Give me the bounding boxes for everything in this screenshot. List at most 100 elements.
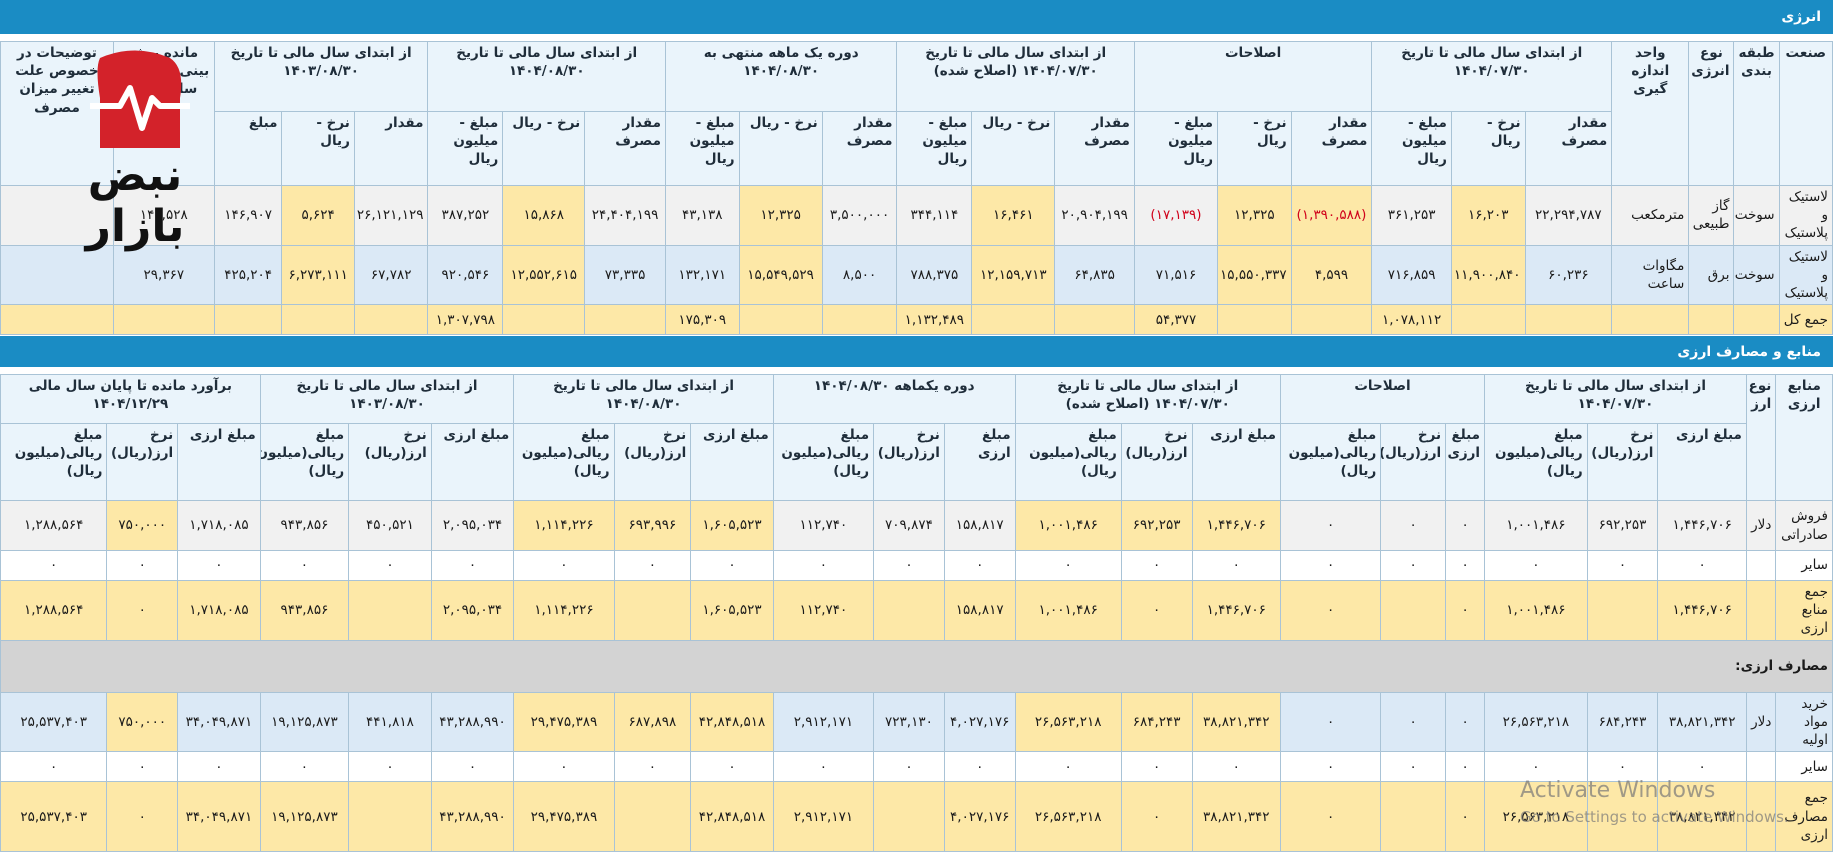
group-header: دوره یک ماهه منتهی به ۱۴۰۴/۰۸/۳۰ [664,41,898,112]
cell: ۳۸,۸۲۱,۳۴۲ [1657,691,1747,753]
cell: ۰ [1120,781,1193,852]
cell: ۱۵۸,۸۱۷ [943,580,1016,641]
cell: ۰ [1445,691,1486,753]
empty-cell [281,304,355,336]
column-header: مبلغ ریالی(میلیون ریال) [1014,423,1122,501]
cell: ۲۶,۵۶۳,۲۱۸ [1484,691,1588,753]
group-header: از ابتدای سال مالی تا تاریخ ۱۴۰۴/۰۸/۳۰ [427,41,666,112]
cell: ۲,۹۱۲,۱۷۱ [772,781,875,852]
cell: ۷۵۰,۰۰۰ [106,691,179,753]
cell: فروش صادراتی [1775,500,1833,551]
cell: ۰ [0,550,108,581]
column-header: نوع انرژی [1688,41,1735,186]
column-header: مبلغ ارزی [1657,423,1747,501]
column-header: طبقه بندی [1733,41,1780,186]
cell: ۰ [1191,550,1281,581]
cell: ۲۰,۹۰۴,۱۹۹ [1054,185,1135,246]
cell: ۶۸۷,۸۹۸ [613,691,692,753]
section-title: انرژی [1781,9,1821,25]
column-header: مبلغ - میلیون ریال [896,111,973,186]
cell: ۶۹۲,۲۵۳ [1586,500,1659,551]
column-header: نرخ ارز(ریال) [1380,423,1447,501]
cell: ۴۲,۸۴۸,۵۱۸ [690,781,774,852]
cell: لاستیک و پلاستیک [1778,244,1833,306]
column-header: مقدار مصرف [821,111,898,186]
logo-text: نبض بازار [85,150,185,252]
data-row: سایر ۰ ۰ ۰ ۰ ۰ ۰ ۰ ۰ ۰ ۰ ۰ ۰ ۰ ۰ ۰ ۰ ۰ ۰ ۰ ۰ ۰ [0,751,1833,783]
empty-cell [112,304,215,336]
cell: ۰ [613,550,692,581]
cell: ۱,۷۱۸,۰۸۵ [177,580,261,641]
empty-cell [1586,580,1659,641]
group-header: اصلاحات [1133,41,1373,112]
cell: ۰ [1279,691,1382,753]
cell: ۰ [1380,500,1447,551]
section-label: مصارف ارزی: [0,639,1833,693]
cell: ۲,۰۹۵,۰۳۴ [430,580,515,641]
cell: ۱,۶۰۵,۵۲۳ [690,500,774,551]
column-header: مبلغ ارزی [690,423,774,501]
empty-cell [1745,580,1777,641]
cell: ۱۶,۲۰۳ [1450,185,1526,246]
group-header: دوره یکماهه ۱۴۰۴/۰۸/۳۰ [772,374,1016,424]
column-header: نرخ ارز(ریال) [1586,423,1659,501]
cell: ۰ [1191,751,1281,783]
cell: ۰ [430,751,515,783]
data-row: خرید مواد اولیه دلار ۳۸,۸۲۱,۳۴۲ ۶۸۴,۲۴۳ ۲۶,۵… [0,691,1833,753]
column-header: مبلغ ریالی(میلیون ریال) [1484,423,1588,501]
column-header: مبلغ ریالی(میلیون ریال) [0,423,108,501]
cell: ۹۴۳,۸۵۶ [259,580,350,641]
empty-cell [821,304,898,336]
cell: ۰ [259,751,350,783]
cell: ۰ [1484,751,1588,783]
column-header: نرخ - ریال [1450,111,1526,186]
header-row: مبلغ ارزی نرخ ارز(ریال) مبلغ ریالی(میلیون … [0,423,1833,501]
cell: ۷۰۹,۸۷۴ [873,500,945,551]
currency-table: منابع ارزی نوع ارز از ابتدای سال مالی تا ت… [0,374,1833,852]
group-header: از ابتدای سال مالی تا تاریخ ۱۴۰۴/۰۷/۳۰ [1371,41,1613,112]
cell: سایر [1775,550,1833,581]
empty-cell [1524,304,1613,336]
column-header: مبلغ ریالی(میلیون ریال) [513,423,615,501]
column-header: صنعت [1778,41,1833,186]
column-header: مبلغ ارزی [430,423,515,501]
cell: ۲۵,۵۳۷,۴۰۳ [0,781,108,852]
cell: جمع منابع ارزی [1775,580,1833,641]
cell: ۱,۱۱۴,۲۲۶ [513,580,615,641]
cell: ۰ [613,751,692,783]
group-header: از ابتدای سال مالی تا تاریخ ۱۴۰۴/۰۷/۳۰ [1484,374,1747,424]
column-header: نرخ ارز(ریال) [613,423,692,501]
section-bar: منابع و مصارف ارزی [0,336,1833,367]
cell: ۰ [1279,781,1382,852]
cell: ۴,۰۲۷,۱۷۶ [943,691,1016,753]
cell: ۴۴۱,۸۱۸ [348,691,432,753]
cell: جمع کل [1778,304,1833,336]
empty-cell [1611,304,1690,336]
empty-cell [0,185,114,246]
column-header: مبلغ - میلیون ریال [1133,111,1219,186]
cell: ۶۸۴,۲۴۳ [1120,691,1193,753]
cell: ۰ [513,550,615,581]
cell: ۲۹,۴۷۵,۳۸۹ [513,781,615,852]
cell: ۴۲,۸۴۸,۵۱۸ [690,691,774,753]
cell: ۳۴,۰۴۹,۸۷۱ [177,781,261,852]
cell: ۱,۳۰۷,۷۹۸ [427,304,504,336]
column-header: نرخ - ریال [281,111,355,186]
column-header: نرخ ارز(ریال) [348,423,432,501]
cell: ۰ [1380,550,1447,581]
cell: ۰ [348,751,432,783]
empty-cell [873,781,945,852]
cell: ۲۴,۴۰۴,۱۹۹ [584,185,666,246]
column-header: مقدار مصرف [584,111,666,186]
column-header: مقدار مصرف [1054,111,1135,186]
group-header: برآورد مانده تا پایان سال مالی ۱۴۰۴/۱۲/۲… [0,374,261,424]
cell: ۲۶,۵۶۳,۲۱۸ [1014,781,1122,852]
cell: دلار [1745,500,1777,551]
group-header: از ابتدای سال مالی تا تاریخ ۱۴۰۴/۰۷/۳۰ (… [1014,374,1281,424]
cell: ۰ [1014,751,1122,783]
cell: ۰ [1586,550,1659,581]
column-header: مبلغ ارزی [943,423,1016,501]
cell: برق [1688,244,1735,306]
column-header: نرخ - ریال [502,111,586,186]
empty-cell [213,304,283,336]
